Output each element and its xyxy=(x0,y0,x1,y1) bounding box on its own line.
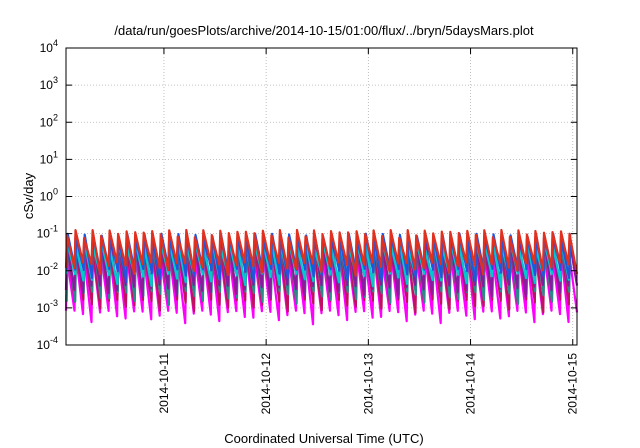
y-tick-label: 104 xyxy=(40,38,58,55)
series-line-5 xyxy=(65,240,571,289)
y-tick-label: 101 xyxy=(40,149,58,166)
series-group xyxy=(64,228,579,326)
x-axis-label: Coordinated Universal Time (UTC) xyxy=(224,431,423,446)
y-tick-label: 10-3 xyxy=(37,298,58,315)
x-tick-label: 2014-10-15 xyxy=(566,353,580,415)
series-line-7 xyxy=(64,228,579,277)
series-line-1 xyxy=(64,249,579,326)
y-tick-label: 10-4 xyxy=(37,335,58,352)
x-tick-label: 2014-10-12 xyxy=(259,353,273,415)
y-ticks: 10-4 10-3 10-2 10-1 100 101 102 103 104 xyxy=(37,38,577,352)
y-tick-label: 100 xyxy=(40,187,58,204)
x-ticks: 2014-10-11 2014-10-12 2014-10-13 2014-10-14… xyxy=(157,48,580,414)
y-axis-label: cSv/day xyxy=(21,172,36,219)
x-tick-label: 2014-10-13 xyxy=(361,353,375,415)
y-tick-label: 10-2 xyxy=(37,261,58,278)
y-tick-label: 102 xyxy=(40,112,58,129)
series-line-4 xyxy=(64,234,579,299)
y-tick-label: 10-1 xyxy=(37,224,58,241)
y-tick-label: 103 xyxy=(40,75,58,92)
chart-title: /data/run/goesPlots/archive/2014-10-15/0… xyxy=(114,23,534,38)
x-tick-label: 2014-10-14 xyxy=(464,353,478,415)
x-tick-label: 2014-10-11 xyxy=(157,353,171,414)
